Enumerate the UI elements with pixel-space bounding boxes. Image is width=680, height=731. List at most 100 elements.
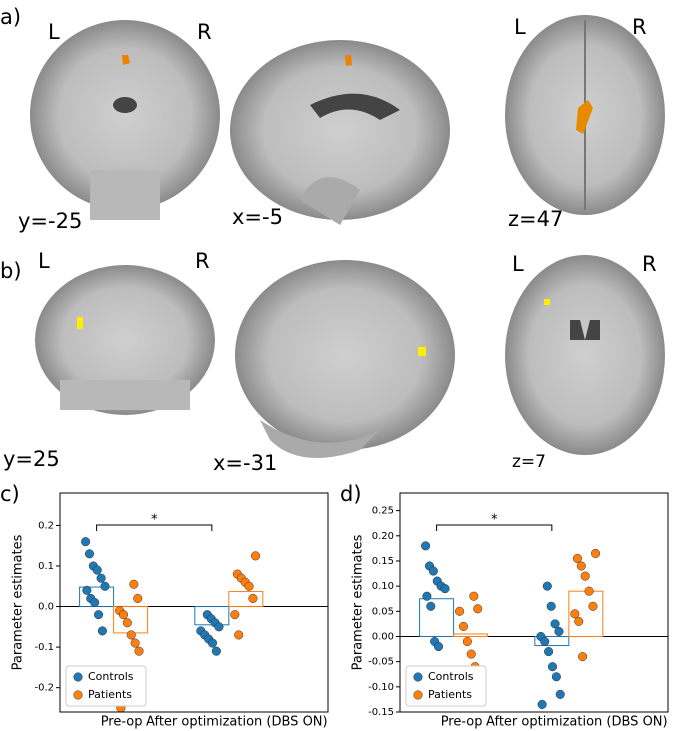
data-point bbox=[580, 571, 590, 581]
x-tick-label: Pre-op bbox=[441, 715, 483, 730]
bar bbox=[453, 633, 489, 637]
legend-label: Controls bbox=[428, 670, 474, 683]
slice-label: y=-25 bbox=[18, 209, 82, 233]
panel-labels: a) L R y=-25 x=-5 z=47 L R b) L R y=25 x… bbox=[0, 5, 657, 475]
data-point bbox=[469, 591, 479, 601]
data-point bbox=[578, 652, 588, 662]
y-tick-label: -0.15 bbox=[368, 707, 394, 718]
y-tick-label: 0.20 bbox=[372, 531, 394, 542]
data-point bbox=[462, 636, 472, 647]
y-tick-label: 0.10 bbox=[372, 581, 394, 592]
data-point bbox=[584, 586, 594, 596]
data-point bbox=[211, 646, 221, 656]
slice-label: x=-5 bbox=[232, 205, 283, 229]
data-point bbox=[572, 553, 582, 563]
data-point bbox=[118, 610, 129, 620]
data-point bbox=[458, 621, 469, 631]
y-tick-label: 0.0 bbox=[38, 602, 54, 613]
data-point bbox=[473, 604, 483, 614]
significance-bracket bbox=[96, 524, 213, 531]
data-point bbox=[466, 649, 476, 659]
data-point bbox=[551, 672, 561, 682]
data-point bbox=[547, 662, 558, 672]
bar bbox=[228, 591, 264, 608]
data-point bbox=[426, 601, 436, 611]
significance-label: * bbox=[491, 513, 498, 528]
data-point bbox=[96, 573, 106, 583]
brain-images-a bbox=[30, 15, 665, 225]
orientation-label: R bbox=[632, 15, 647, 39]
bar bbox=[419, 598, 455, 637]
significance-bracket bbox=[436, 524, 553, 531]
y-tick-label: 0.00 bbox=[372, 631, 394, 642]
data-point bbox=[82, 585, 92, 595]
data-point bbox=[122, 618, 132, 628]
legend-label: Patients bbox=[428, 688, 472, 701]
data-point bbox=[570, 609, 580, 619]
brain-images-b bbox=[35, 255, 665, 458]
legend-label: Controls bbox=[88, 670, 134, 683]
panel-label: b) bbox=[0, 259, 22, 283]
x-tick-label: After optimization (DBS ON) bbox=[146, 715, 328, 730]
legend-box bbox=[405, 665, 487, 707]
y-tick-label: -0.10 bbox=[368, 682, 394, 693]
x-tick-label: After optimization (DBS ON) bbox=[486, 715, 668, 730]
data-point bbox=[540, 636, 550, 647]
y-tick-label: 0.05 bbox=[372, 606, 394, 617]
data-point bbox=[133, 593, 143, 603]
orientation-label: R bbox=[642, 252, 657, 276]
data-point bbox=[544, 647, 554, 657]
slice-label: z=7 bbox=[512, 452, 546, 472]
data-point bbox=[93, 610, 104, 620]
legend-marker bbox=[73, 672, 83, 682]
legend-box bbox=[65, 665, 147, 707]
y-axis-label: Parameter estimates bbox=[351, 534, 366, 670]
slice-label: z=47 bbox=[508, 207, 563, 231]
data-point bbox=[207, 638, 218, 648]
data-point bbox=[576, 561, 586, 571]
y-tick-label: 0.1 bbox=[38, 561, 54, 572]
data-point bbox=[84, 549, 95, 559]
data-point bbox=[130, 638, 140, 648]
data-point bbox=[455, 606, 465, 616]
x-tick-label: Pre-op bbox=[101, 715, 143, 730]
axes-frame bbox=[399, 492, 669, 713]
data-point bbox=[428, 566, 438, 576]
data-point bbox=[546, 601, 556, 611]
data-point bbox=[422, 591, 432, 601]
legend-label: Patients bbox=[88, 688, 132, 701]
data-point bbox=[554, 626, 564, 636]
orientation-label: L bbox=[514, 15, 526, 39]
orientation-label: L bbox=[48, 20, 60, 44]
y-tick-label: -0.2 bbox=[34, 683, 54, 694]
panel-label: a) bbox=[0, 5, 21, 29]
data-point bbox=[92, 565, 102, 575]
data-point bbox=[250, 551, 261, 561]
data-point bbox=[421, 541, 431, 551]
legend-marker bbox=[73, 690, 83, 700]
data-point bbox=[590, 548, 601, 558]
data-point bbox=[230, 610, 240, 620]
data-point bbox=[244, 581, 254, 591]
data-point bbox=[542, 581, 552, 591]
data-point bbox=[134, 646, 144, 656]
y-tick-label: 0.15 bbox=[372, 556, 394, 567]
orientation-label: L bbox=[38, 249, 50, 273]
panel-label: c) bbox=[0, 482, 20, 506]
y-tick-label: -0.05 bbox=[368, 657, 394, 668]
data-point bbox=[537, 699, 547, 709]
y-tick-label: 0.25 bbox=[372, 506, 394, 517]
data-point bbox=[81, 537, 91, 547]
slice-label: x=-31 bbox=[213, 451, 277, 475]
data-point bbox=[588, 601, 598, 611]
slice-label: y=25 bbox=[3, 447, 60, 471]
bar bbox=[534, 635, 570, 647]
y-axis-label: Parameter estimates bbox=[11, 534, 26, 670]
data-point bbox=[248, 593, 258, 603]
y-tick-label: 0.2 bbox=[38, 520, 54, 531]
data-point bbox=[234, 630, 244, 640]
data-point bbox=[440, 584, 450, 594]
data-point bbox=[126, 630, 136, 640]
data-point bbox=[214, 622, 224, 632]
